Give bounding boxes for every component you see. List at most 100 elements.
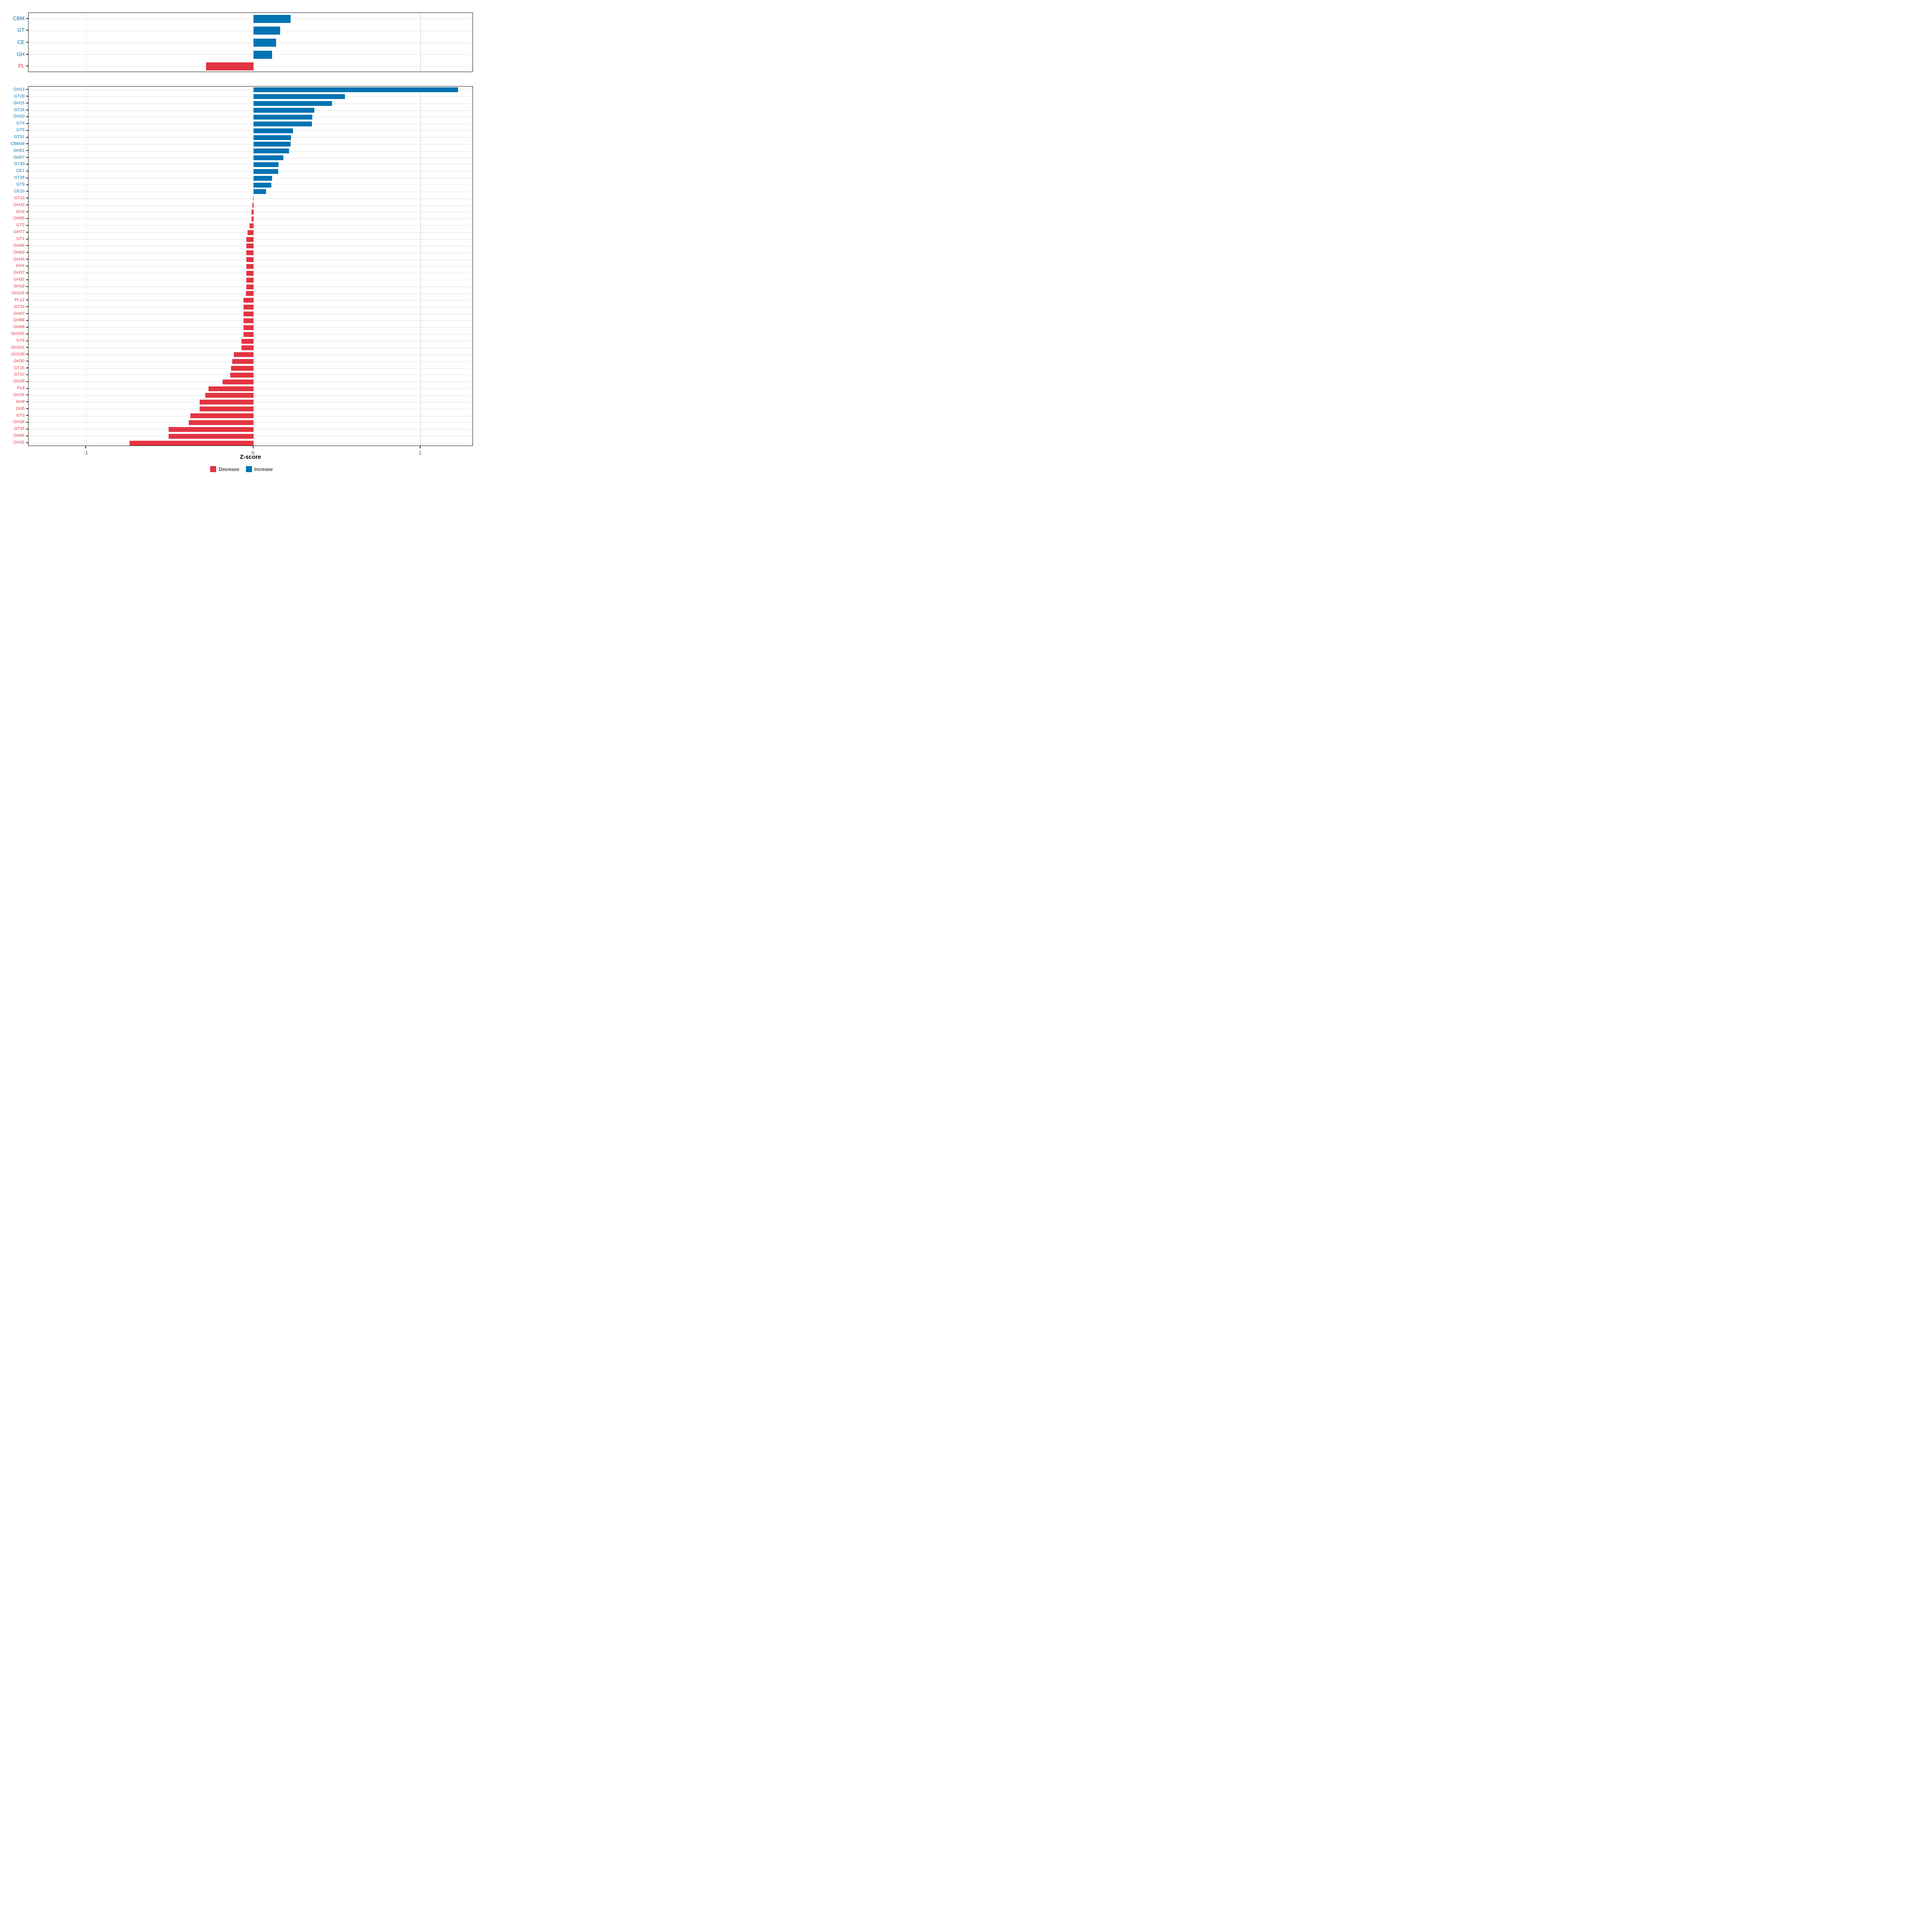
y-tick-GH3 xyxy=(26,211,28,213)
y-tick-GH5 xyxy=(26,408,28,409)
bar-GH4 xyxy=(246,264,254,269)
vertical-gridline-1 xyxy=(420,13,421,72)
bar-GT2 xyxy=(249,223,254,228)
bar-GH33 xyxy=(252,203,254,208)
x-tick-label-0: 0 xyxy=(252,450,254,456)
horizontal-gridline xyxy=(29,130,473,131)
y-tick-GT25 xyxy=(26,367,28,369)
y-tick-GH63 xyxy=(26,252,28,253)
y-tick-GH88 xyxy=(26,320,28,321)
horizontal-gridline xyxy=(29,137,473,138)
bar-GT6 xyxy=(242,339,254,344)
panel-bottom xyxy=(28,86,473,446)
row-label-GH51: GH51 xyxy=(13,148,25,153)
bar-GH101 xyxy=(242,345,254,351)
legend-item-decrease: Decrease xyxy=(210,466,239,472)
legend-label-increase: Increase xyxy=(254,466,273,472)
y-tick-GH130 xyxy=(26,354,28,355)
bar-CE10 xyxy=(253,189,266,194)
bar-PL12 xyxy=(244,298,254,303)
bar-GH18 xyxy=(246,284,254,289)
bar-GT23 xyxy=(244,305,254,310)
horizontal-gridline xyxy=(29,103,473,104)
y-tick-GH37 xyxy=(26,272,28,273)
x-tick-label-1: 1 xyxy=(419,450,422,456)
bar-GH xyxy=(253,50,272,59)
y-tick-GH101 xyxy=(26,347,28,348)
y-tick-GT10 xyxy=(26,374,28,375)
bar-GH9 xyxy=(199,400,254,405)
y-tick-GH95 xyxy=(26,218,28,219)
y-tick-GH68 xyxy=(26,326,28,328)
vertical-gridline--1 xyxy=(86,13,87,72)
y-tick-GH43 xyxy=(26,259,28,260)
row-label-GT30: GT30 xyxy=(14,161,25,167)
bar-GT5 xyxy=(253,128,293,133)
y-tick-GT2 xyxy=(26,225,28,226)
row-label-GT19: GT19 xyxy=(14,195,25,200)
bar-GH116 xyxy=(246,291,254,296)
bar-GT3 xyxy=(190,413,254,419)
bar-GH26 xyxy=(205,393,254,398)
bar-GT26 xyxy=(253,108,314,113)
x-tick-1 xyxy=(419,446,421,448)
y-tick-CE xyxy=(26,42,28,43)
row-label-CBM: CBM xyxy=(13,15,25,21)
row-label-GH20: GH20 xyxy=(13,114,25,119)
row-label-GT5: GT5 xyxy=(16,128,25,133)
bar-PL xyxy=(206,62,254,71)
row-label-GH68: GH68 xyxy=(13,324,25,330)
y-tick-CBM xyxy=(26,18,28,19)
row-label-GH13: GH13 xyxy=(13,87,25,92)
x-tick-label--1: -1 xyxy=(83,450,88,456)
row-label-GH3: GH3 xyxy=(16,209,25,214)
row-label-GH63: GH63 xyxy=(13,250,25,255)
row-label-GT20: GT20 xyxy=(14,93,25,99)
row-label-GT25: GT25 xyxy=(14,365,25,370)
row-label-GH32: GH32 xyxy=(13,277,25,282)
bar-GH30 xyxy=(232,359,254,364)
y-tick-GH77 xyxy=(26,231,28,233)
bar-GH37 xyxy=(246,270,254,276)
y-tick-GT20 xyxy=(26,96,28,97)
bar-GT9 xyxy=(253,182,271,188)
row-label-GH57: GH57 xyxy=(13,155,25,160)
y-tick-GH13 xyxy=(26,89,28,90)
row-label-GT: GT xyxy=(17,27,25,33)
row-label-GT3: GT3 xyxy=(16,413,25,418)
y-tick-GT51 xyxy=(26,136,28,138)
row-label-PL12: PL12 xyxy=(14,297,25,302)
bar-GH3 xyxy=(251,210,254,215)
row-label-GT9: GT9 xyxy=(16,182,25,187)
row-label-GH: GH xyxy=(17,51,25,57)
row-label-GT4: GT4 xyxy=(16,121,25,126)
y-tick-GT23 xyxy=(26,306,28,308)
row-label-GH130: GH130 xyxy=(11,351,25,357)
bar-GH68 xyxy=(244,325,254,330)
y-tick-GH20 xyxy=(26,116,28,117)
row-label-GH95: GH95 xyxy=(13,216,25,221)
y-tick-GT9 xyxy=(26,184,28,185)
bar-GH77 xyxy=(248,230,254,235)
row-label-GT26: GT26 xyxy=(14,107,25,112)
bar-GT28 xyxy=(253,175,272,181)
bar-CBM xyxy=(253,14,291,23)
bar-GT4 xyxy=(253,121,312,126)
y-tick-GT xyxy=(26,30,28,31)
row-label-GH5: GH5 xyxy=(16,406,25,411)
horizontal-gridline xyxy=(29,54,473,55)
row-label-CBM48: CBM48 xyxy=(10,141,25,146)
bar-GH105 xyxy=(243,332,254,337)
row-label-GT10: GT10 xyxy=(14,372,25,377)
bar-GH65 xyxy=(169,433,254,439)
y-tick-GH26 xyxy=(26,394,28,396)
row-label-GH43: GH43 xyxy=(13,256,25,262)
bar-GT19 xyxy=(253,196,254,201)
row-label-GH33: GH33 xyxy=(13,202,25,207)
bar-GH88 xyxy=(244,318,254,323)
bar-GH43 xyxy=(246,257,254,262)
bar-GH29 xyxy=(223,379,254,384)
bar-CE xyxy=(253,39,277,47)
bar-GH51 xyxy=(253,149,289,154)
legend-item-increase: Increase xyxy=(246,466,273,472)
